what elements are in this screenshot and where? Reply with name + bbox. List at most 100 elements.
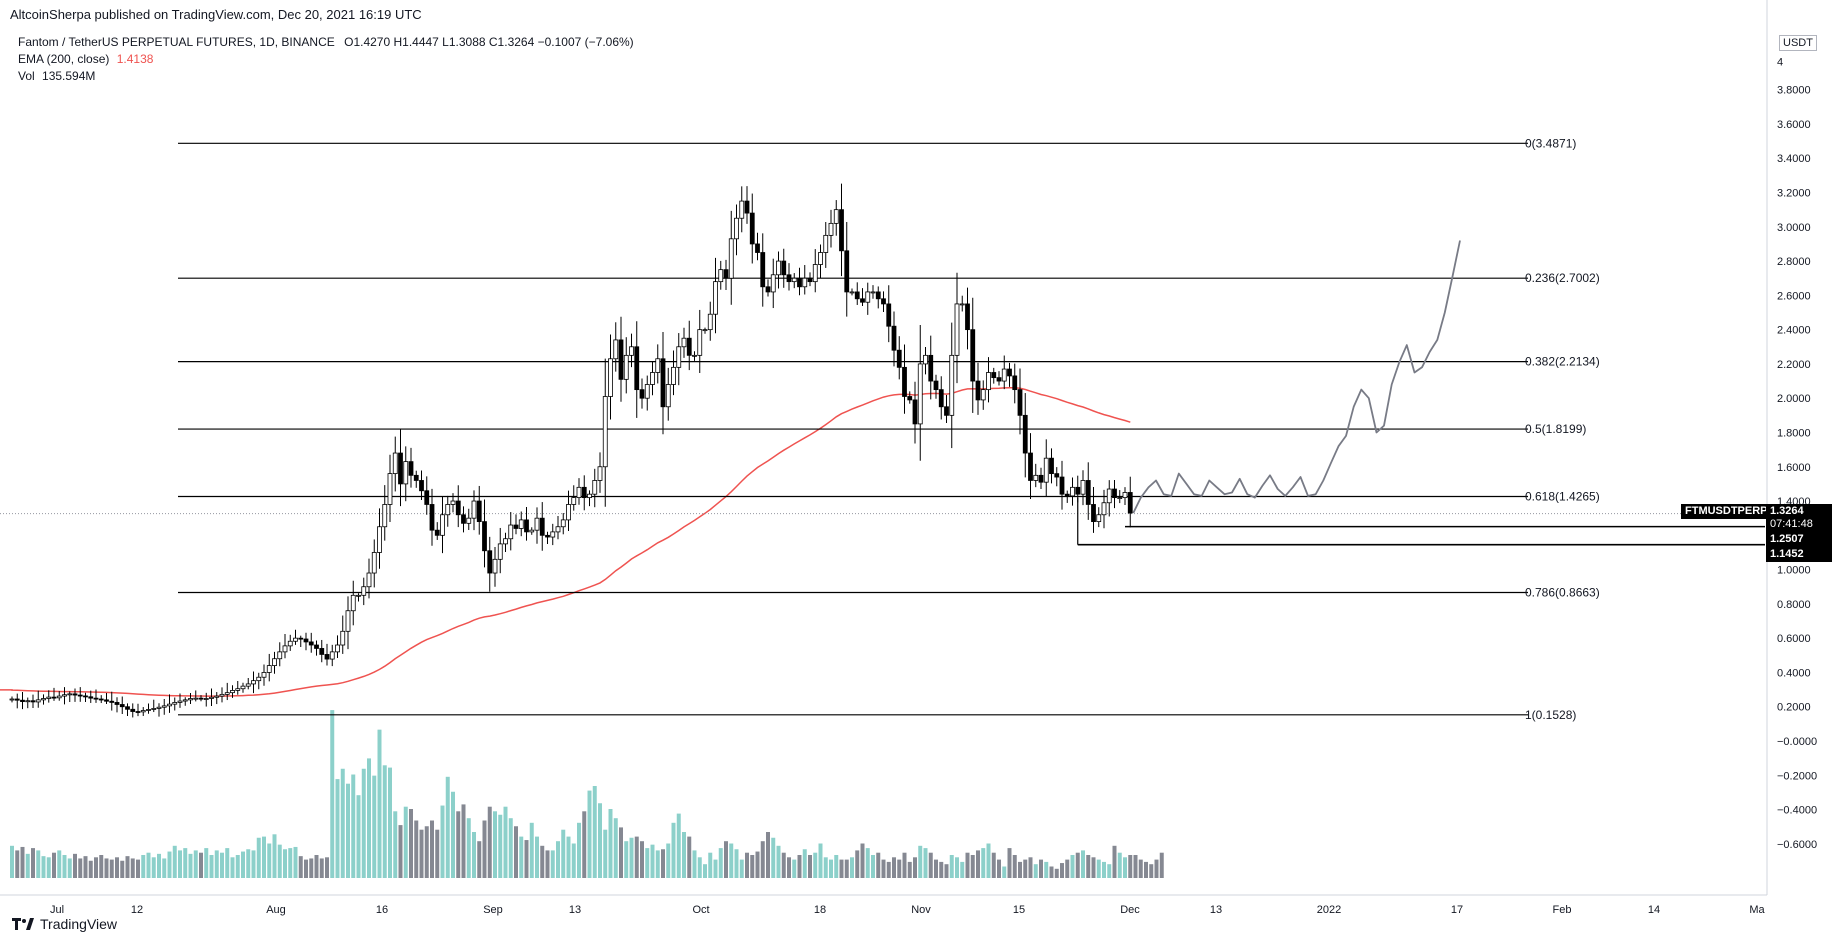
x-tick-label: 14 <box>1648 904 1660 916</box>
candle-body <box>293 637 298 642</box>
candle-body <box>151 708 157 710</box>
tradingview-logo[interactable]: TradingView <box>12 916 117 932</box>
candle-body <box>266 665 272 673</box>
volume-bar <box>120 860 125 878</box>
candle-body <box>482 521 487 552</box>
y-tick-label: 1.0000 <box>1777 565 1811 577</box>
candle-body <box>639 389 645 399</box>
y-tick-label: 0.8000 <box>1777 599 1811 611</box>
y-tick-label: −0.4000 <box>1777 805 1817 817</box>
candle-body <box>77 694 83 697</box>
candle-body <box>518 519 524 529</box>
volume-bar <box>965 852 970 878</box>
candle-body <box>534 517 540 531</box>
volume-bar <box>104 858 109 878</box>
y-tick-label: −0.0000 <box>1777 736 1817 748</box>
candle-body <box>308 641 314 646</box>
volume-bar <box>277 844 282 878</box>
volume-bar <box>1133 855 1138 878</box>
fib-level-label: 0.618(1.4265) <box>1525 489 1600 503</box>
candle-body <box>476 500 482 523</box>
candle-body <box>93 697 99 700</box>
candle-body <box>959 303 965 306</box>
candle-body <box>613 339 619 360</box>
candle-body <box>1096 514 1102 523</box>
volume-bar <box>902 852 907 878</box>
candle-body <box>398 452 403 485</box>
legend-symbol-row[interactable]: Fantom / TetherUS PERPETUAL FUTURES, 1D,… <box>18 34 634 51</box>
candle-body <box>419 480 424 492</box>
candle-body <box>655 358 661 373</box>
volume-bar <box>351 774 356 878</box>
volume-bar <box>550 850 555 878</box>
candle-body <box>1054 473 1060 478</box>
candle-body <box>261 672 267 678</box>
candle-body <box>466 517 472 524</box>
candle-body <box>749 212 755 245</box>
candle-body <box>1117 497 1123 500</box>
volume-bar <box>162 858 167 878</box>
candle-body <box>387 473 393 505</box>
volume-bar <box>855 850 860 878</box>
bar-countdown: 07:41:48 <box>1770 518 1813 530</box>
y-tick-label: −0.2000 <box>1777 770 1817 782</box>
volume-bar <box>157 853 161 878</box>
candle-body <box>513 524 519 529</box>
volume-bar <box>10 845 14 878</box>
volume-bar <box>981 848 986 878</box>
volume-bar <box>1102 861 1106 878</box>
candle-body <box>230 690 235 694</box>
candle-body <box>287 640 293 647</box>
volume-bar <box>146 852 151 878</box>
candle-body <box>875 291 881 300</box>
candle-body <box>487 550 493 574</box>
volume-bar <box>335 779 340 878</box>
volume-bar <box>939 861 944 878</box>
volume-bar <box>986 843 991 878</box>
level-tag-2: 1.1452 <box>1766 547 1832 562</box>
currency-button[interactable]: USDT <box>1779 35 1817 51</box>
volume-bar <box>850 857 854 878</box>
volume-bar <box>472 832 476 878</box>
candle-body <box>644 384 650 399</box>
volume-bar <box>1012 855 1017 878</box>
candle-body <box>56 695 62 699</box>
legend-ema-row[interactable]: EMA (200, close) 1.4138 <box>18 51 634 68</box>
x-tick-label: Sep <box>483 904 503 916</box>
candle-body <box>251 680 256 685</box>
volume-bar <box>724 841 728 878</box>
candle-body <box>1001 368 1007 382</box>
candle-body <box>991 372 997 379</box>
candle-body <box>503 538 508 545</box>
candle-body <box>791 277 797 283</box>
candle-body <box>224 692 230 695</box>
candle-body <box>340 630 346 646</box>
candle-body <box>1085 480 1091 505</box>
volume-bar <box>577 822 581 878</box>
candle-body <box>497 543 503 560</box>
candle-body <box>1049 457 1054 475</box>
volume-bar <box>603 829 608 878</box>
candle-body <box>923 354 928 365</box>
ema-label: EMA (200, close) <box>18 52 110 66</box>
candle-body <box>944 406 949 416</box>
volume-bar <box>346 783 350 878</box>
candle-body <box>140 710 146 713</box>
volume-bar <box>1054 868 1059 878</box>
volume-bar <box>1023 859 1028 878</box>
x-tick-label: 15 <box>1013 904 1025 916</box>
volume-bar <box>267 843 272 878</box>
volume-bar <box>477 841 482 878</box>
publisher-line: AltcoinSherpa published on TradingView.c… <box>10 7 422 22</box>
volume-bar <box>818 843 823 878</box>
volume-bar <box>619 827 623 878</box>
candle-body <box>256 676 262 682</box>
fib-level-label: 0.786(0.8663) <box>1525 586 1600 600</box>
candle-body <box>161 705 167 708</box>
x-tick-label: 13 <box>1210 904 1222 916</box>
legend-vol-row[interactable]: Vol 135.594M <box>18 68 634 85</box>
candle-body <box>718 269 724 283</box>
volume-bar <box>109 859 114 878</box>
x-tick-label: Jul <box>50 904 64 916</box>
